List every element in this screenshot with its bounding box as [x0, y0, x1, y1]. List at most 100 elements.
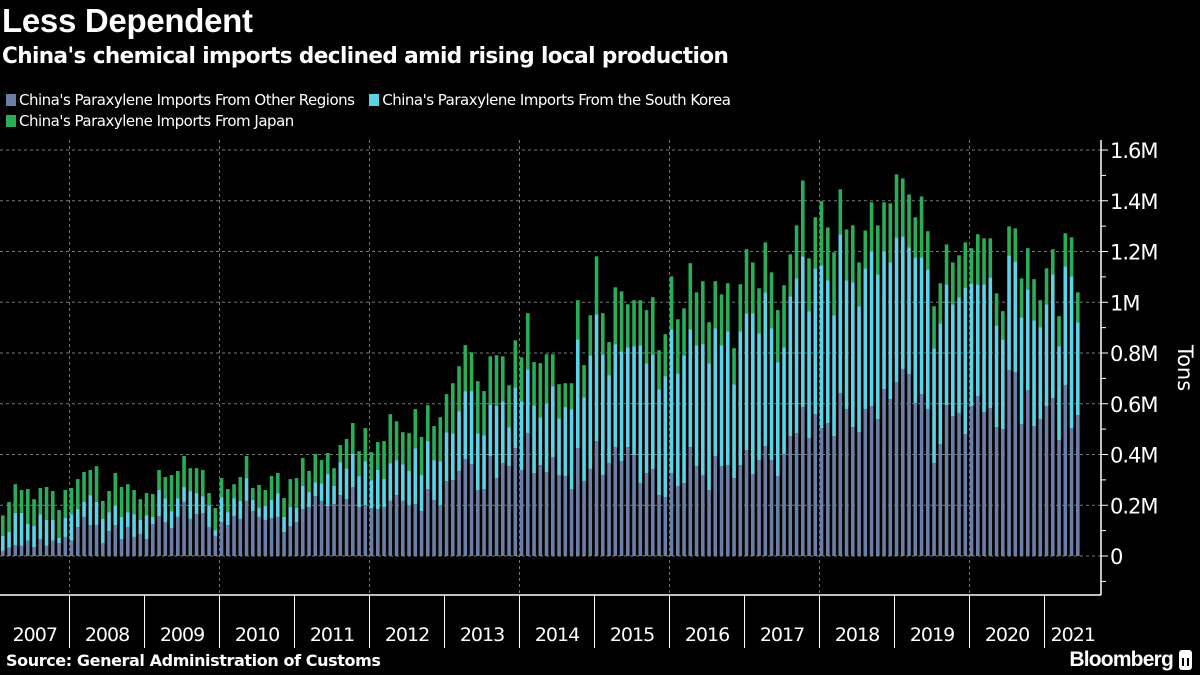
- bar-other: [813, 414, 818, 556]
- bar-korea: [88, 495, 93, 526]
- bar-korea: [801, 256, 805, 408]
- bar-japan: [926, 231, 930, 270]
- bar-other: [788, 436, 793, 556]
- bar-korea: [1044, 304, 1049, 407]
- bar-other: [63, 536, 68, 556]
- bar-korea: [76, 509, 80, 528]
- bar-japan: [76, 479, 80, 510]
- bar-korea: [688, 329, 693, 448]
- bar-japan: [244, 456, 249, 479]
- bar-japan: [719, 294, 724, 346]
- bar-korea: [476, 433, 480, 491]
- bar-japan: [101, 500, 105, 519]
- bloomberg-logo: Bloomberg: [1069, 648, 1192, 672]
- y-tick-label: 1.6M: [1110, 139, 1158, 163]
- bar-japan: [963, 242, 968, 288]
- bar-korea: [1038, 327, 1043, 420]
- bar-korea: [769, 328, 774, 461]
- bar-korea: [382, 478, 386, 508]
- bar-korea: [1, 535, 5, 551]
- bar-japan: [226, 489, 230, 513]
- bar-other: [226, 525, 230, 556]
- bars: [1, 174, 1080, 556]
- bar-korea: [557, 418, 561, 476]
- bar-korea: [807, 311, 811, 439]
- x-tick-label: 2019: [910, 624, 954, 646]
- bar-other: [582, 481, 586, 556]
- bar-other: [351, 486, 355, 556]
- legend-swatch-other: [6, 94, 16, 106]
- bar-korea: [451, 433, 455, 481]
- bar-other: [419, 511, 424, 556]
- bar-japan: [238, 477, 243, 501]
- bar-other: [913, 403, 918, 556]
- x-tick-label: 2012: [385, 624, 429, 646]
- bar-other: [569, 489, 574, 556]
- bar-japan: [138, 499, 143, 520]
- y-tick-label: 0.8M: [1110, 342, 1158, 366]
- bar-other: [144, 538, 149, 556]
- bar-other: [551, 457, 555, 556]
- bar-other: [513, 448, 518, 556]
- bar-korea: [113, 505, 118, 526]
- bar-other: [826, 423, 830, 556]
- bar-japan: [744, 249, 749, 314]
- bar-other: [538, 465, 543, 556]
- bar-korea: [219, 497, 224, 522]
- bar-other: [926, 409, 930, 556]
- bar-other: [1076, 415, 1080, 556]
- bar-korea: [288, 507, 293, 527]
- bar-korea: [144, 515, 149, 539]
- bar-other: [282, 532, 286, 556]
- source-note: Source: General Administration of Custom…: [6, 651, 381, 670]
- bar-korea: [938, 323, 943, 445]
- bar-other: [257, 516, 261, 556]
- bar-korea: [251, 499, 255, 512]
- bar-korea: [1032, 320, 1036, 427]
- bar-korea: [944, 284, 949, 406]
- bar-japan: [57, 510, 61, 538]
- bar-korea: [69, 514, 74, 541]
- bar-other: [638, 483, 643, 556]
- bar-japan: [932, 306, 936, 349]
- bar-japan: [113, 473, 118, 506]
- bar-korea: [494, 406, 499, 479]
- bar-korea: [976, 284, 980, 397]
- bar-korea: [482, 435, 486, 490]
- bar-japan: [94, 466, 99, 502]
- x-tick-label: 2013: [460, 624, 504, 646]
- bar-other: [7, 547, 11, 556]
- bar-japan: [544, 354, 549, 404]
- bar-other: [619, 461, 624, 556]
- bar-korea: [813, 268, 818, 415]
- bar-korea: [988, 277, 993, 409]
- bar-japan: [832, 252, 836, 316]
- bar-other: [507, 466, 511, 556]
- bar-japan: [444, 394, 449, 433]
- bar-other: [794, 433, 799, 556]
- bar-korea: [338, 462, 343, 496]
- bar-other: [82, 516, 86, 556]
- bar-other: [563, 476, 568, 556]
- bar-japan: [894, 174, 899, 238]
- bar-other: [463, 459, 468, 556]
- bar-japan: [626, 304, 630, 348]
- bar-japan: [632, 300, 636, 347]
- bar-japan: [701, 281, 705, 345]
- bar-japan: [419, 436, 424, 476]
- legend-item-other: China's Paraxylene Imports From Other Re…: [6, 90, 355, 110]
- bar-japan: [32, 499, 36, 527]
- bar-japan: [582, 365, 586, 398]
- bar-other: [669, 473, 674, 556]
- bar-korea: [582, 397, 586, 482]
- bar-other: [1063, 385, 1068, 556]
- x-tick-label: 2018: [835, 624, 879, 646]
- bar-korea: [782, 347, 786, 454]
- bar-japan: [457, 366, 461, 412]
- bar-japan: [826, 227, 830, 281]
- bar-other: [488, 456, 493, 556]
- bar-other: [944, 405, 949, 556]
- bar-japan: [1032, 279, 1036, 321]
- bar-japan: [907, 194, 911, 248]
- bar-korea: [407, 470, 411, 506]
